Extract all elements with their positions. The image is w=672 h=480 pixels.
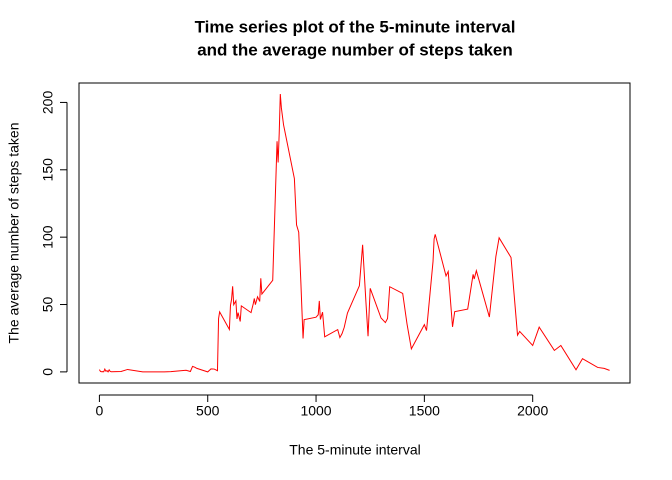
y-tick-label: 200 xyxy=(40,91,56,115)
data-line xyxy=(98,94,610,373)
x-axis-label: The 5-minute interval xyxy=(289,442,421,458)
x-tick-label: 1500 xyxy=(409,403,440,419)
y-tick-label: 0 xyxy=(40,368,56,376)
x-tick-label: 2000 xyxy=(517,403,548,419)
y-tick-label: 50 xyxy=(40,297,56,313)
chart-title: Time series plot of the 5-minute interva… xyxy=(195,17,516,36)
y-axis-label: The average number of steps taken xyxy=(6,122,22,343)
plot-box xyxy=(78,82,631,384)
y-tick-label: 100 xyxy=(40,225,56,249)
chart-title: and the average number of steps taken xyxy=(197,40,513,59)
y-tick-label: 150 xyxy=(40,158,56,182)
x-tick-label: 1000 xyxy=(300,403,331,419)
x-tick-label: 0 xyxy=(96,403,104,419)
x-tick-label: 500 xyxy=(196,403,220,419)
